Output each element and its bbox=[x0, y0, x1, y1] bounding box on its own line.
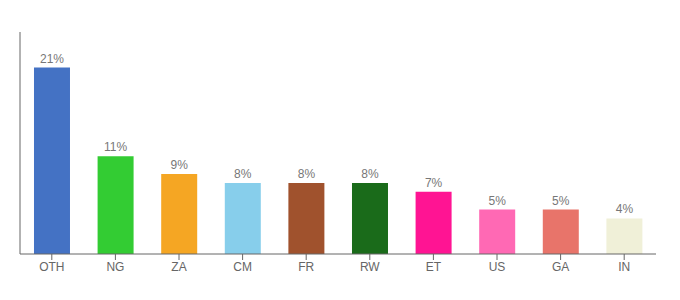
svg-text:US: US bbox=[489, 260, 506, 274]
svg-text:9%: 9% bbox=[171, 158, 189, 172]
svg-text:FR: FR bbox=[298, 260, 314, 274]
svg-text:IN: IN bbox=[618, 260, 630, 274]
svg-text:GA: GA bbox=[552, 260, 569, 274]
svg-text:RW: RW bbox=[360, 260, 380, 274]
svg-text:NG: NG bbox=[106, 260, 124, 274]
svg-text:8%: 8% bbox=[298, 167, 316, 181]
svg-text:5%: 5% bbox=[489, 194, 507, 208]
svg-text:8%: 8% bbox=[234, 167, 252, 181]
svg-text:ZA: ZA bbox=[171, 260, 186, 274]
svg-text:5%: 5% bbox=[552, 194, 570, 208]
svg-text:CM: CM bbox=[233, 260, 252, 274]
svg-text:ET: ET bbox=[426, 260, 442, 274]
svg-text:11%: 11% bbox=[104, 140, 127, 154]
svg-text:7%: 7% bbox=[425, 176, 443, 190]
svg-text:OTH: OTH bbox=[39, 260, 64, 274]
svg-text:8%: 8% bbox=[361, 167, 379, 181]
svg-text:4%: 4% bbox=[616, 202, 634, 216]
svg-text:21%: 21% bbox=[40, 52, 64, 66]
